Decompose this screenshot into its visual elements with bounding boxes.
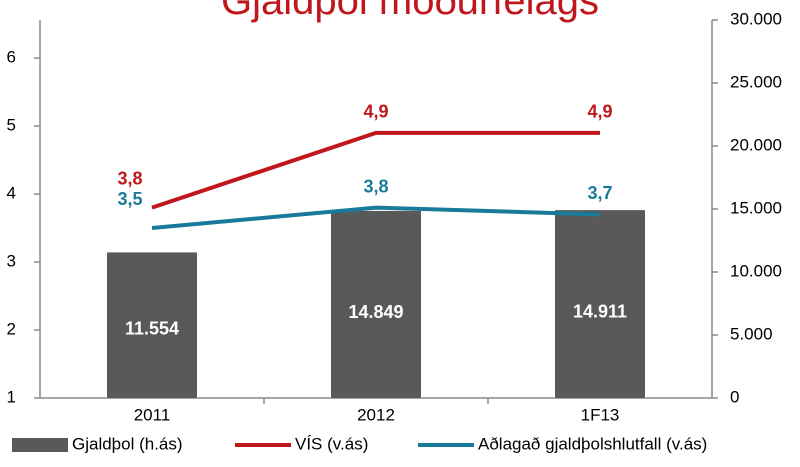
x-tick-label: 1F13 xyxy=(581,405,620,424)
chart-title: Gjaldþol móðurfélags xyxy=(221,0,599,23)
legend-label: Aðlagað gjaldþolshlutfall (v.ás) xyxy=(478,434,707,453)
line-value-label: 4,9 xyxy=(587,102,612,122)
legend-label: Gjaldþol (h.ás) xyxy=(72,434,183,453)
bar-value-label: 11.554 xyxy=(125,319,179,339)
x-tick-label: 2011 xyxy=(134,405,171,424)
bar-value-label: 14.911 xyxy=(573,302,627,322)
y2-tick-label: 15.000 xyxy=(730,198,782,217)
bar xyxy=(107,252,197,398)
line-value-label: 3,8 xyxy=(363,176,388,196)
y-tick-label: 3 xyxy=(7,252,16,271)
y2-tick-label: 5.000 xyxy=(730,324,773,343)
line-value-label: 4,9 xyxy=(363,102,388,122)
y2-tick-label: 30.000 xyxy=(730,9,782,28)
line xyxy=(151,130,600,210)
y2-tick-label: 10.000 xyxy=(730,261,782,280)
line xyxy=(151,205,601,231)
y2-tick-label: 25.000 xyxy=(730,72,782,91)
y2-tick-label: 0 xyxy=(730,387,739,406)
x-tick-label: 2012 xyxy=(357,405,395,424)
y-tick-label: 2 xyxy=(7,319,16,338)
legend-label: VÍS (v.ás) xyxy=(295,434,368,453)
y-tick-label: 6 xyxy=(7,48,16,67)
bar xyxy=(555,210,645,398)
y-tick-label: 5 xyxy=(7,116,16,135)
y2-tick-label: 20.000 xyxy=(730,135,782,154)
legend-swatch xyxy=(12,438,68,452)
line-value-label: 3,5 xyxy=(117,189,142,209)
line-value-label: 3,8 xyxy=(117,168,142,188)
y-tick-label: 1 xyxy=(7,387,16,406)
line-value-label: 3,7 xyxy=(587,183,612,203)
bar-value-label: 14.849 xyxy=(348,302,403,322)
y-tick-label: 4 xyxy=(7,184,16,203)
bar xyxy=(331,210,421,398)
